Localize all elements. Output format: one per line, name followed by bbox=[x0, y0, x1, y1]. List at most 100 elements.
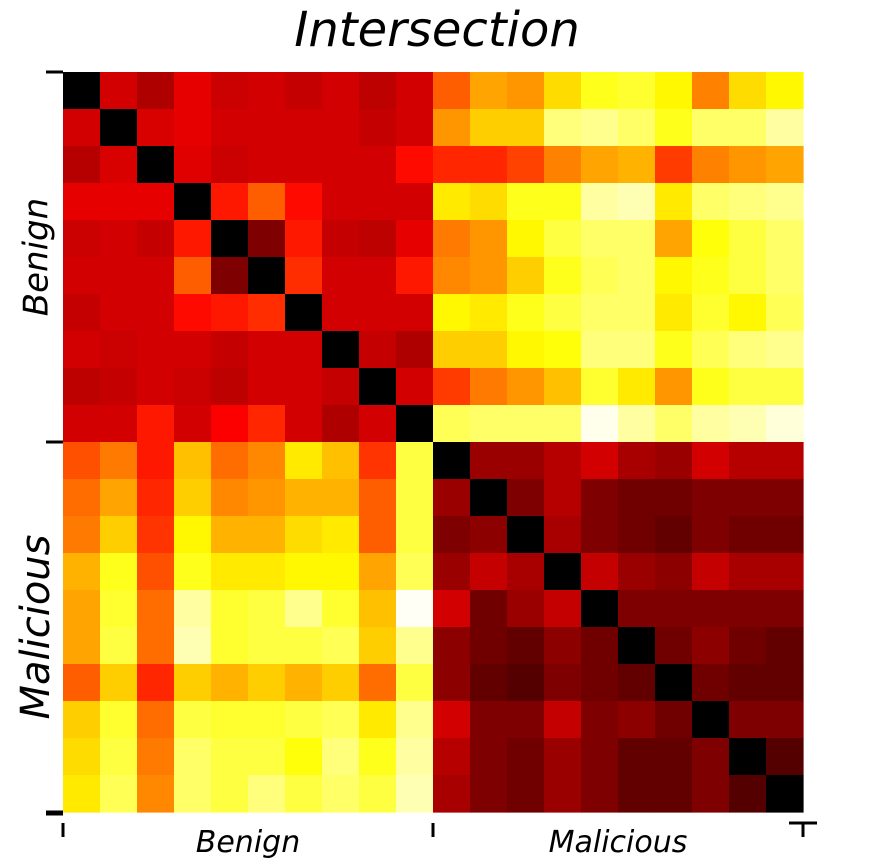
heatmap-cell bbox=[544, 294, 582, 332]
heatmap-cell bbox=[248, 590, 286, 628]
heatmap-cell bbox=[470, 183, 508, 221]
heatmap-cell bbox=[729, 257, 767, 295]
heatmap-cell bbox=[100, 183, 138, 221]
heatmap-cell bbox=[322, 368, 360, 406]
heatmap-cell bbox=[581, 109, 619, 147]
heatmap-cell bbox=[470, 479, 508, 517]
heatmap-cell bbox=[137, 701, 175, 739]
heatmap-cell bbox=[507, 109, 545, 147]
heatmap-cell bbox=[211, 109, 249, 147]
heatmap-cell bbox=[766, 627, 804, 665]
heatmap-cell bbox=[285, 775, 323, 813]
heatmap-cell bbox=[63, 516, 101, 554]
heatmap-cell bbox=[692, 442, 730, 480]
heatmap-cell bbox=[433, 109, 471, 147]
heatmap-cell bbox=[63, 405, 101, 443]
heatmap-cell bbox=[470, 331, 508, 369]
heatmap-cell bbox=[507, 220, 545, 258]
heatmap-cell bbox=[581, 257, 619, 295]
heatmap-cell bbox=[63, 146, 101, 184]
heatmap-cell bbox=[544, 516, 582, 554]
heatmap-cell bbox=[470, 701, 508, 739]
heatmap-cell bbox=[433, 368, 471, 406]
heatmap-cell bbox=[618, 738, 656, 776]
heatmap-cell bbox=[470, 109, 508, 147]
heatmap-cell bbox=[285, 738, 323, 776]
heatmap-cell bbox=[285, 627, 323, 665]
heatmap-cell bbox=[766, 516, 804, 554]
heatmap-cell bbox=[729, 72, 767, 110]
heatmap-cell bbox=[174, 405, 212, 443]
heatmap-cell bbox=[581, 294, 619, 332]
heatmap-cell bbox=[396, 183, 434, 221]
heatmap-cell bbox=[618, 701, 656, 739]
heatmap-cell bbox=[285, 405, 323, 443]
heatmap-cell bbox=[729, 294, 767, 332]
heatmap-cell bbox=[729, 331, 767, 369]
heatmap-cell bbox=[470, 72, 508, 110]
heatmap-cell bbox=[655, 664, 693, 702]
heatmap-cell bbox=[655, 405, 693, 443]
heatmap-cell bbox=[359, 257, 397, 295]
heatmap-cell bbox=[322, 701, 360, 739]
heatmap-cell bbox=[100, 257, 138, 295]
heatmap-cell bbox=[655, 72, 693, 110]
heatmap-cell bbox=[248, 257, 286, 295]
heatmap-cell bbox=[285, 701, 323, 739]
heatmap-cell bbox=[655, 590, 693, 628]
heatmap-cell bbox=[507, 738, 545, 776]
heatmap-cell bbox=[544, 553, 582, 591]
heatmap-cell bbox=[359, 553, 397, 591]
heatmap-cell bbox=[285, 294, 323, 332]
heatmap-cell bbox=[100, 220, 138, 258]
heatmap-cell bbox=[581, 72, 619, 110]
heatmap-cell bbox=[322, 479, 360, 517]
heatmap-cell bbox=[729, 220, 767, 258]
heatmap-axes bbox=[46, 70, 817, 837]
heatmap-cell bbox=[322, 664, 360, 702]
heatmap-cell bbox=[729, 146, 767, 184]
x-group-label: Malicious bbox=[549, 825, 688, 860]
heatmap-cell bbox=[359, 516, 397, 554]
heatmap-cell bbox=[692, 738, 730, 776]
heatmap-cell bbox=[211, 294, 249, 332]
heatmap-cell bbox=[618, 479, 656, 517]
heatmap-cell bbox=[581, 331, 619, 369]
heatmap-cell bbox=[507, 627, 545, 665]
heatmap-cell bbox=[396, 294, 434, 332]
heatmap-cell bbox=[248, 516, 286, 554]
heatmap-cell bbox=[470, 775, 508, 813]
heatmap-cell bbox=[174, 220, 212, 258]
heatmap-cell bbox=[766, 183, 804, 221]
heatmap-cell bbox=[359, 590, 397, 628]
heatmap-cell bbox=[544, 738, 582, 776]
heatmap-cell bbox=[729, 368, 767, 406]
heatmap-cell bbox=[248, 72, 286, 110]
heatmap-cell bbox=[174, 775, 212, 813]
heatmap-cell bbox=[581, 701, 619, 739]
heatmap-cell bbox=[433, 294, 471, 332]
heatmap-cell bbox=[359, 294, 397, 332]
heatmap-cell bbox=[766, 368, 804, 406]
heatmap-cell bbox=[618, 109, 656, 147]
heatmap-cell bbox=[544, 146, 582, 184]
heatmap-cell bbox=[433, 146, 471, 184]
heatmap-cell bbox=[507, 775, 545, 813]
heatmap-cell bbox=[581, 627, 619, 665]
heatmap-cell bbox=[729, 664, 767, 702]
heatmap-cell bbox=[248, 146, 286, 184]
heatmap-cell bbox=[211, 146, 249, 184]
heatmap-cell bbox=[100, 109, 138, 147]
heatmap-cell bbox=[359, 701, 397, 739]
heatmap-cell bbox=[285, 183, 323, 221]
heatmap-cell bbox=[618, 775, 656, 813]
heatmap-cell bbox=[211, 627, 249, 665]
heatmap-cell bbox=[211, 331, 249, 369]
heatmap-cell bbox=[359, 442, 397, 480]
heatmap-cell bbox=[470, 553, 508, 591]
heatmap-cell bbox=[433, 701, 471, 739]
heatmap-cell bbox=[63, 257, 101, 295]
heatmap-cell bbox=[581, 479, 619, 517]
heatmap-cell bbox=[248, 442, 286, 480]
heatmap-cell bbox=[137, 590, 175, 628]
